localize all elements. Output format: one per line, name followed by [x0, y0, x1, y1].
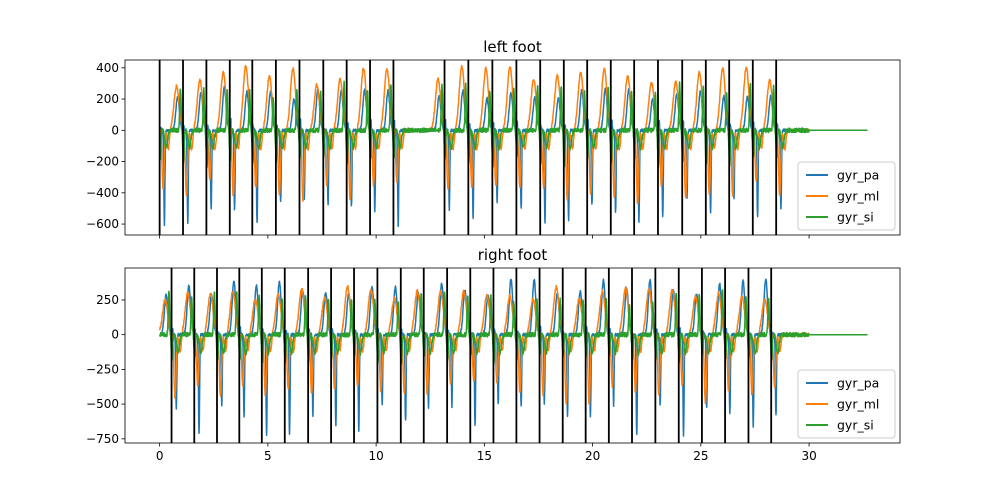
x-tick-label: 5 — [264, 449, 272, 463]
subplot-left-foot: left foot −600 −400 −200 0 200 400 gyr_pa gyr_ml… — [86, 38, 901, 239]
legend-label: gyr_si — [837, 418, 874, 433]
y-tick-label: −400 — [86, 186, 119, 200]
y-tick-label: −750 — [86, 432, 119, 446]
legend-box — [797, 369, 896, 439]
series-line-gyr_si — [158, 289, 869, 365]
legend-label: gyr_si — [837, 210, 874, 225]
y-tick-label: 250 — [96, 293, 119, 307]
legend-label: gyr_pa — [837, 168, 879, 183]
subplot-title: left foot — [483, 38, 542, 56]
series-line-gyr_si — [158, 80, 869, 168]
y-tick-label: −200 — [86, 155, 119, 169]
plot-area — [158, 60, 869, 235]
legend-box — [797, 161, 896, 231]
subplot-right-foot: right foot −750 −500 −250 0 250 0 5 10 15 20 25 30 gy… — [86, 246, 901, 463]
legend: gyr_pa gyr_ml gyr_si — [797, 161, 896, 231]
x-tick-label: 30 — [801, 449, 816, 463]
x-tick-label: 20 — [585, 449, 600, 463]
y-tick-label: 0 — [111, 123, 119, 137]
x-tick-label: 25 — [693, 449, 708, 463]
legend-label: gyr_pa — [837, 376, 879, 391]
legend: gyr_pa gyr_ml gyr_si — [797, 369, 896, 439]
legend-label: gyr_ml — [837, 397, 879, 412]
y-tick-label: 400 — [96, 61, 119, 75]
axes-frame — [124, 267, 901, 444]
y-tick-label: 200 — [96, 92, 119, 106]
x-tick-label: 15 — [477, 449, 492, 463]
x-tick-label: 10 — [368, 449, 383, 463]
y-tick-label: −500 — [86, 397, 119, 411]
x-tick-label: 0 — [156, 449, 164, 463]
axes-frame — [124, 59, 901, 236]
y-tick-label: 0 — [111, 328, 119, 342]
subplot-title: right foot — [478, 246, 548, 264]
y-tick-label: −250 — [86, 362, 119, 376]
y-tick-label: −600 — [86, 217, 119, 231]
plot-area — [158, 268, 869, 443]
legend-label: gyr_ml — [837, 189, 879, 204]
